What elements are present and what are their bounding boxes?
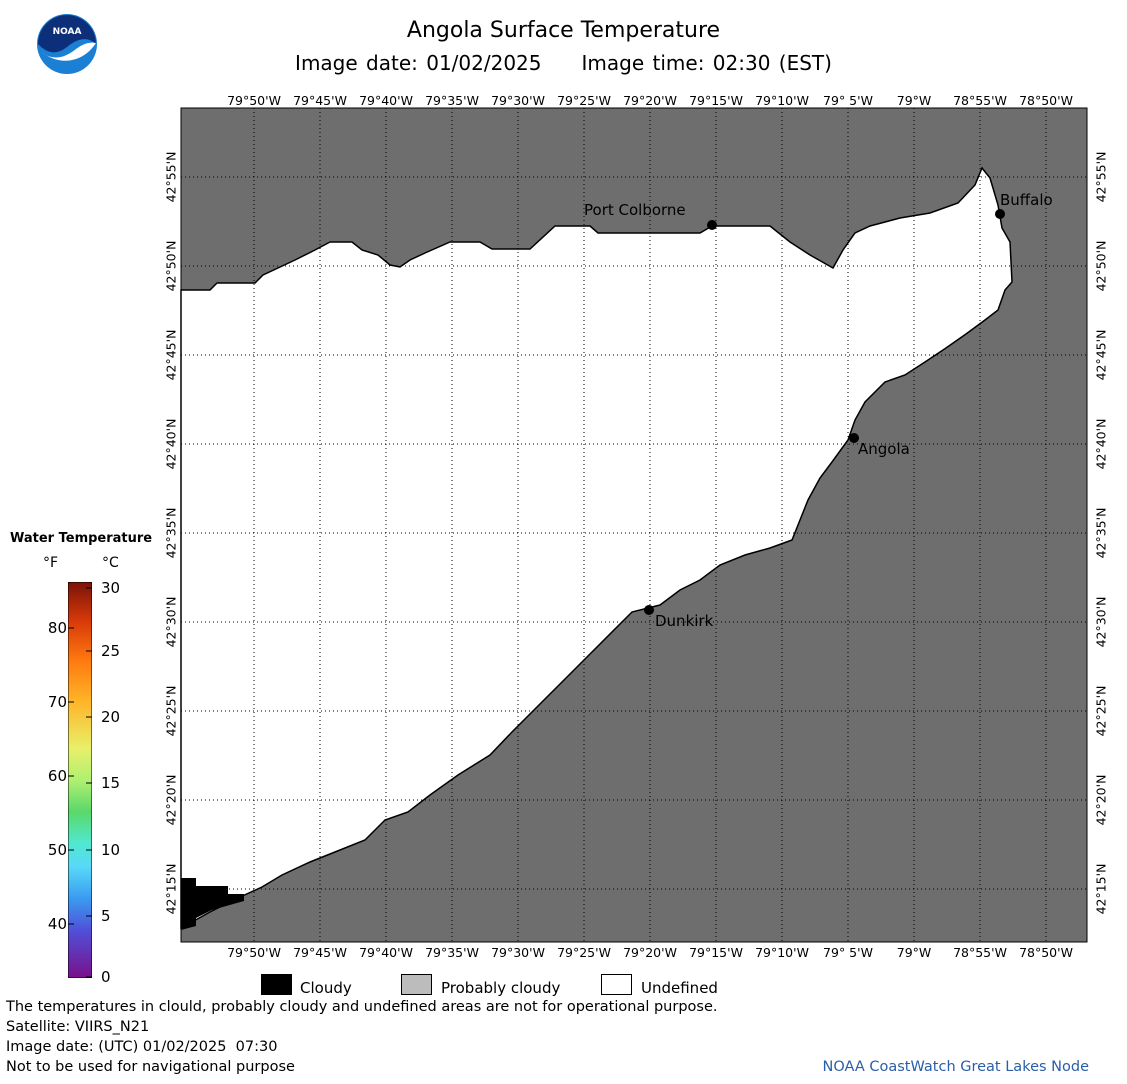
lon-tick-bottom: 78°50'W <box>1019 945 1073 960</box>
lat-tick-right: 42°55'N <box>1093 151 1109 203</box>
lat-tick-right: 42°40'N <box>1093 418 1109 470</box>
lat-tick-right: 42°20'N <box>1093 774 1109 826</box>
city-label-port-colborne: Port Colborne <box>584 201 686 219</box>
lat-tick-right: 42°50'N <box>1093 240 1109 292</box>
lon-tick-top: 79°15'W <box>689 93 743 108</box>
legend-c-tick: 20 <box>101 708 121 726</box>
city-marker <box>644 605 654 615</box>
lon-tick-top: 79°20'W <box>623 93 677 108</box>
lat-tick-left: 42°40'N <box>163 418 179 470</box>
legend-f-tick: 40 <box>47 915 67 933</box>
lon-tick-top: 79°W <box>896 93 932 108</box>
key-label-probably-cloudy: Probably cloudy <box>441 979 561 997</box>
logo-text: NOAA <box>53 27 82 37</box>
lon-tick-bottom: 79°25'W <box>557 945 611 960</box>
lon-tick-top: 79°35'W <box>425 93 479 108</box>
legend-unit-f: °F <box>43 555 59 571</box>
lon-tick-bottom: 79°20'W <box>623 945 677 960</box>
key-swatch-cloudy <box>261 974 292 995</box>
map-title: Angola Surface Temperature <box>406 18 721 43</box>
lon-tick-top: 79°50'W <box>227 93 281 108</box>
cloudy-patch <box>181 878 244 930</box>
noaa-logo: NOAA <box>37 14 97 74</box>
lon-tick-top: 79° 5'W <box>823 93 873 108</box>
utc-date-text: Image date: (UTC) 01/02/2025 07:30 <box>6 1039 278 1055</box>
lat-lon-grid <box>181 108 1087 942</box>
lat-tick-left: 42°15'N <box>163 863 179 915</box>
city-label-dunkirk: Dunkirk <box>655 612 714 630</box>
lat-tick-right: 42°15'N <box>1093 863 1109 915</box>
lon-tick-top: 79°10'W <box>755 93 809 108</box>
lon-tick-top: 79°30'W <box>491 93 545 108</box>
lon-tick-bottom: 79°10'W <box>755 945 809 960</box>
lon-tick-bottom: 79°30'W <box>491 945 545 960</box>
map-subtitle: Image date: 01/02/2025 Image time: 02:30 … <box>0 51 1127 75</box>
lat-tick-left: 42°55'N <box>163 151 179 203</box>
navigation-warning: Not to be used for navigational purpose <box>6 1059 295 1075</box>
legend-title: Water Temperature <box>10 531 153 546</box>
lon-tick-bottom: 79°35'W <box>425 945 479 960</box>
lat-tick-right: 42°45'N <box>1093 329 1109 381</box>
lon-tick-bottom: 79°W <box>896 945 932 960</box>
key-swatch-probably-cloudy <box>401 974 432 995</box>
legend-unit-c: °C <box>102 555 119 571</box>
lon-tick-bottom: 78°55'W <box>953 945 1007 960</box>
lat-tick-left: 42°45'N <box>163 329 179 381</box>
map-border <box>180 107 1088 943</box>
legend-c-tick: 10 <box>101 841 121 859</box>
lon-tick-bottom: 79°50'W <box>227 945 281 960</box>
disclaimer-text: The temperatures in clould, probably clo… <box>6 999 718 1015</box>
legend-c-tick: 5 <box>101 907 111 925</box>
key-swatch-undefined <box>601 974 632 995</box>
credit-text: NOAA CoastWatch Great Lakes Node <box>822 1059 1089 1075</box>
legend-f-tick: 60 <box>47 767 67 785</box>
city-marker <box>849 433 859 443</box>
lat-tick-right: 42°35'N <box>1093 507 1109 559</box>
lon-tick-top: 78°50'W <box>1019 93 1073 108</box>
temperature-colorbar <box>68 582 92 978</box>
legend-f-tick: 70 <box>47 693 67 711</box>
legend-c-tick: 0 <box>101 968 111 986</box>
lat-tick-left: 42°50'N <box>163 240 179 292</box>
lat-tick-right: 42°25'N <box>1093 685 1109 737</box>
lon-tick-bottom: 79°15'W <box>689 945 743 960</box>
city-marker <box>707 220 717 230</box>
lon-tick-bottom: 79°45'W <box>293 945 347 960</box>
lat-tick-left: 42°25'N <box>163 685 179 737</box>
key-label-cloudy: Cloudy <box>300 979 352 997</box>
lon-tick-top: 79°40'W <box>359 93 413 108</box>
legend-c-tick: 30 <box>101 579 121 597</box>
image-date: Image date: 01/02/2025 <box>295 51 542 75</box>
lon-tick-top: 79°45'W <box>293 93 347 108</box>
lake-water <box>180 166 1013 930</box>
lat-tick-left: 42°30'N <box>163 596 179 648</box>
legend-c-tick: 15 <box>101 774 121 792</box>
city-marker <box>995 209 1005 219</box>
satellite-text: Satellite: VIIRS_N21 <box>6 1019 150 1035</box>
lon-tick-bottom: 79° 5'W <box>823 945 873 960</box>
key-label-undefined: Undefined <box>641 979 718 997</box>
lat-tick-left: 42°20'N <box>163 774 179 826</box>
city-label-angola: Angola <box>858 440 910 458</box>
lat-tick-left: 42°35'N <box>163 507 179 559</box>
image-time: Image time: 02:30 (EST) <box>581 51 832 75</box>
legend-f-tick: 80 <box>47 619 67 637</box>
lon-tick-bottom: 79°40'W <box>359 945 413 960</box>
legend-f-tick: 50 <box>47 841 67 859</box>
city-label-buffalo: Buffalo <box>1000 191 1053 209</box>
legend-c-tick: 25 <box>101 642 121 660</box>
lon-tick-top: 78°55'W <box>953 93 1007 108</box>
lon-tick-top: 79°25'W <box>557 93 611 108</box>
lat-tick-right: 42°30'N <box>1093 596 1109 648</box>
